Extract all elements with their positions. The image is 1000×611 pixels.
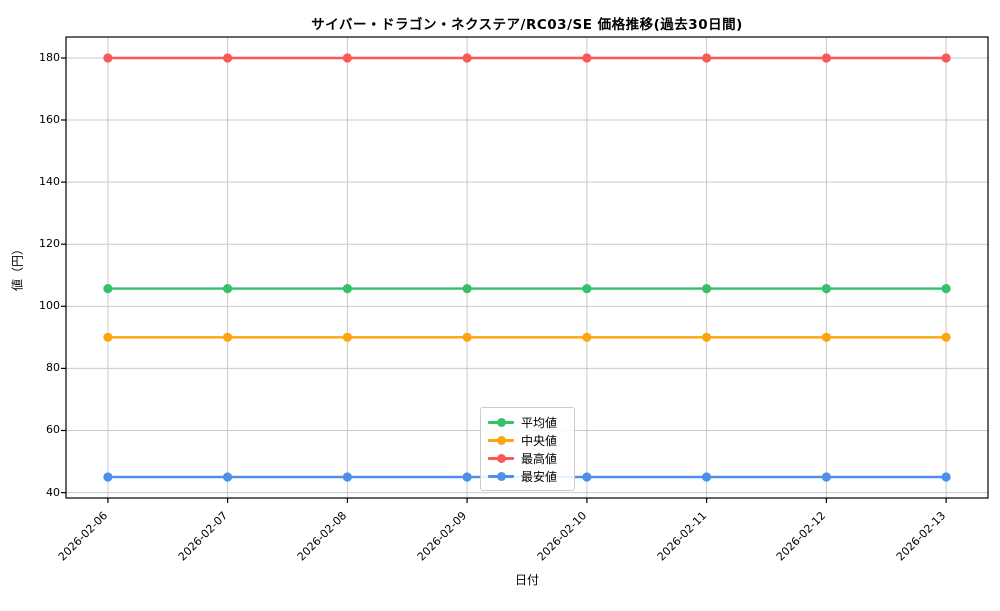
legend-line-dot-icon bbox=[488, 435, 514, 445]
legend-label: 最安値 bbox=[521, 469, 558, 484]
legend-line-dot-icon bbox=[488, 471, 514, 481]
legend-label: 最高値 bbox=[521, 451, 558, 466]
chart-title: サイバー・ドラゴン・ネクステア/RC03/SE 価格推移(過去30日間) bbox=[311, 17, 743, 33]
y-tick-label: 120 bbox=[39, 237, 60, 251]
legend-label: 中央値 bbox=[521, 433, 558, 448]
legend-line-dot-icon bbox=[488, 417, 514, 427]
legend-line-dot-icon bbox=[488, 453, 514, 463]
legend-item: 中央値 bbox=[488, 431, 566, 449]
legend-item: 最安値 bbox=[488, 467, 566, 485]
x-axis-label: 日付 bbox=[514, 573, 539, 587]
y-tick-label: 160 bbox=[39, 113, 60, 127]
legend: 平均値中央値最高値最安値 bbox=[480, 407, 575, 491]
y-tick-label: 60 bbox=[46, 423, 60, 437]
y-tick-label: 140 bbox=[39, 175, 60, 189]
y-tick-label: 80 bbox=[46, 361, 60, 375]
y-tick-label: 180 bbox=[39, 50, 60, 64]
legend-item: 平均値 bbox=[488, 413, 566, 431]
legend-label: 平均値 bbox=[521, 415, 558, 430]
y-tick-label: 40 bbox=[46, 485, 60, 499]
legend-item: 最高値 bbox=[488, 449, 566, 467]
y-tick-label: 100 bbox=[39, 299, 60, 313]
